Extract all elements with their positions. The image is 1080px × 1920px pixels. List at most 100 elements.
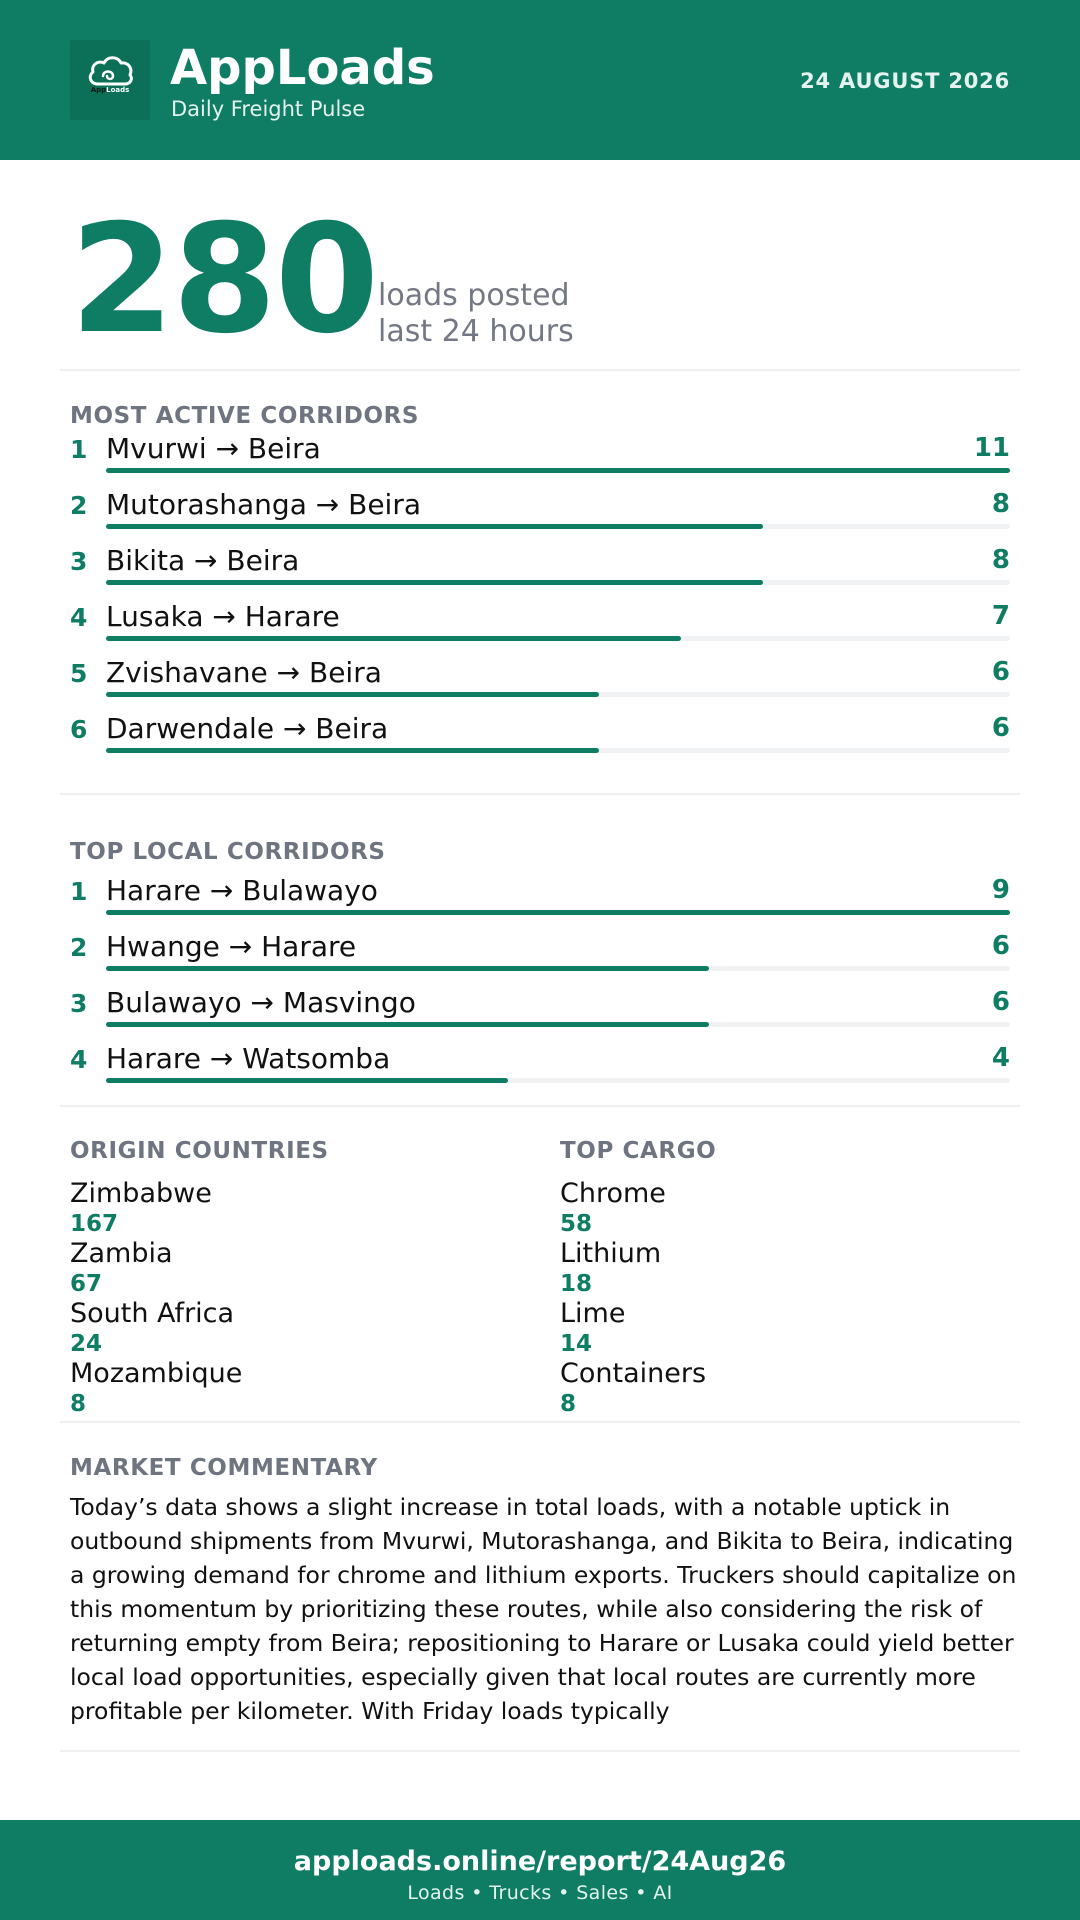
stat-value: 58 bbox=[560, 1211, 593, 1237]
stat-value: 8 bbox=[70, 1391, 87, 1417]
corridor-bar-track bbox=[106, 910, 1010, 915]
corridor-route: Harare → Watsomba bbox=[106, 1042, 391, 1075]
corridor-route: Zvishavane → Beira bbox=[106, 656, 382, 689]
corridor-route: Darwendale → Beira bbox=[106, 712, 389, 745]
corridor-rank: 2 bbox=[70, 491, 88, 520]
divider bbox=[60, 793, 1020, 795]
corridor-row: 5 Zvishavane → Beira 6 bbox=[70, 656, 1010, 717]
corridor-count: 8 bbox=[991, 489, 1010, 519]
corridor-row: 6 Darwendale → Beira 6 bbox=[70, 712, 1010, 773]
corridor-count: 6 bbox=[991, 987, 1010, 1017]
corridor-bar-fill bbox=[106, 910, 1010, 915]
stat-label: Zimbabwe bbox=[70, 1178, 212, 1209]
cloud-icon bbox=[88, 56, 133, 86]
corridor-route: Bikita → Beira bbox=[106, 544, 300, 577]
corridor-bar-fill bbox=[106, 748, 600, 753]
app-logo: AppLoads bbox=[70, 40, 150, 120]
local-corridors-title: TOP LOCAL CORRIDORS bbox=[70, 839, 386, 865]
corridor-route: Mutorashanga → Beira bbox=[106, 488, 421, 521]
top-cargo-title: TOP CARGO bbox=[560, 1138, 717, 1164]
stat-label: Zambia bbox=[70, 1238, 173, 1269]
corridor-count: 6 bbox=[991, 713, 1010, 743]
corridor-route: Bulawayo → Masvingo bbox=[106, 986, 416, 1019]
stat-label: South Africa bbox=[70, 1298, 235, 1329]
header-bar: AppLoads AppLoads Daily Freight Pulse 24… bbox=[0, 0, 1080, 160]
corridor-count: 4 bbox=[991, 1043, 1010, 1073]
corridor-row: 2 Mutorashanga → Beira 8 bbox=[70, 488, 1010, 549]
corridor-bar-fill bbox=[106, 692, 600, 697]
corridor-bar-track bbox=[106, 1078, 1010, 1083]
loads-caption-line2: last 24 hours bbox=[378, 314, 574, 349]
corridor-rank: 3 bbox=[70, 547, 88, 576]
loads-caption-line1: loads posted bbox=[378, 278, 570, 313]
divider bbox=[60, 369, 1020, 371]
stat-value: 67 bbox=[70, 1271, 103, 1297]
divider bbox=[60, 1750, 1020, 1752]
corridor-bar-fill bbox=[106, 524, 764, 529]
corridor-rank: 4 bbox=[70, 603, 88, 632]
divider bbox=[60, 1421, 1020, 1423]
logo-wordmark: AppLoads bbox=[90, 86, 130, 94]
corridor-row: 1 Mvurwi → Beira 11 bbox=[70, 432, 1010, 493]
corridor-row: 2 Hwange → Harare 6 bbox=[70, 930, 1010, 991]
corridor-count: 6 bbox=[991, 657, 1010, 687]
stat-item: Lime 14 bbox=[560, 1299, 1000, 1359]
stat-value: 167 bbox=[70, 1211, 119, 1237]
stat-item: Zambia 67 bbox=[70, 1239, 510, 1299]
stat-item: Chrome 58 bbox=[560, 1179, 1000, 1239]
stat-item: South Africa 24 bbox=[70, 1299, 510, 1359]
corridor-route: Hwange → Harare bbox=[106, 930, 357, 963]
brand-name: AppLoads bbox=[170, 40, 435, 96]
corridor-rank: 3 bbox=[70, 989, 88, 1018]
corridor-row: 4 Harare → Watsomba 4 bbox=[70, 1042, 1010, 1103]
stat-item: Mozambique 8 bbox=[70, 1359, 510, 1419]
corridor-row: 3 Bulawayo → Masvingo 6 bbox=[70, 986, 1010, 1047]
corridor-count: 7 bbox=[991, 601, 1010, 631]
stat-value: 8 bbox=[560, 1391, 577, 1417]
loads-count: 280 bbox=[70, 193, 379, 367]
footer-bar: apploads.online/report/24Aug26 Loads • T… bbox=[0, 1820, 1080, 1920]
stat-item: Lithium 18 bbox=[560, 1239, 1000, 1299]
corridor-route: Lusaka → Harare bbox=[106, 600, 340, 633]
corridor-row: 1 Harare → Bulawayo 9 bbox=[70, 874, 1010, 935]
stat-label: Lithium bbox=[560, 1238, 662, 1269]
corridor-route: Harare → Bulawayo bbox=[106, 874, 378, 907]
corridor-rank: 1 bbox=[70, 435, 88, 464]
corridor-bar-track bbox=[106, 524, 1010, 529]
footer-tagline: Loads • Trucks • Sales • AI bbox=[407, 1882, 673, 1904]
origin-countries-title: ORIGIN COUNTRIES bbox=[70, 1138, 329, 1164]
corridor-bar-fill bbox=[106, 1078, 508, 1083]
origin-countries-panel: ORIGIN COUNTRIES Zimbabwe 167 Zambia 67 Sout… bbox=[70, 1140, 510, 1419]
report-date: 24 AUGUST 2026 bbox=[800, 69, 1010, 93]
active-corridors-title: MOST ACTIVE CORRIDORS bbox=[70, 403, 420, 429]
brand-tagline: Daily Freight Pulse bbox=[171, 97, 366, 121]
commentary-title: MARKET COMMENTARY bbox=[70, 1455, 378, 1481]
stat-label: Chrome bbox=[560, 1178, 666, 1209]
corridor-bar-track bbox=[106, 966, 1010, 971]
corridor-bar-fill bbox=[106, 1022, 709, 1027]
corridor-count: 11 bbox=[973, 433, 1010, 463]
corridor-bar-track bbox=[106, 580, 1010, 585]
top-cargo-panel: TOP CARGO Chrome 58 Lithium 18 Lime 14 Contain… bbox=[560, 1140, 1000, 1419]
corridor-bar-fill bbox=[106, 966, 709, 971]
corridor-rank: 2 bbox=[70, 933, 88, 962]
corridor-bar-fill bbox=[106, 580, 764, 585]
divider bbox=[60, 1105, 1020, 1107]
corridor-bar-track bbox=[106, 692, 1010, 697]
stat-label: Containers bbox=[560, 1358, 707, 1389]
stat-item: Zimbabwe 167 bbox=[70, 1179, 510, 1239]
stat-value: 14 bbox=[560, 1331, 593, 1357]
corridor-route: Mvurwi → Beira bbox=[106, 432, 321, 465]
corridor-rank: 1 bbox=[70, 877, 88, 906]
corridor-bar-track bbox=[106, 636, 1010, 641]
stat-label: Mozambique bbox=[70, 1358, 243, 1389]
corridor-rank: 6 bbox=[70, 715, 88, 744]
corridor-rank: 4 bbox=[70, 1045, 88, 1074]
report-link[interactable]: apploads.online/report/24Aug26 bbox=[293, 1846, 787, 1877]
commentary-text: Today’s data shows a slight increase in … bbox=[70, 1493, 1017, 1725]
corridor-count: 8 bbox=[991, 545, 1010, 575]
stat-value: 24 bbox=[70, 1331, 103, 1357]
corridor-bar-track bbox=[106, 468, 1010, 473]
corridor-count: 9 bbox=[991, 875, 1010, 905]
corridor-count: 6 bbox=[991, 931, 1010, 961]
